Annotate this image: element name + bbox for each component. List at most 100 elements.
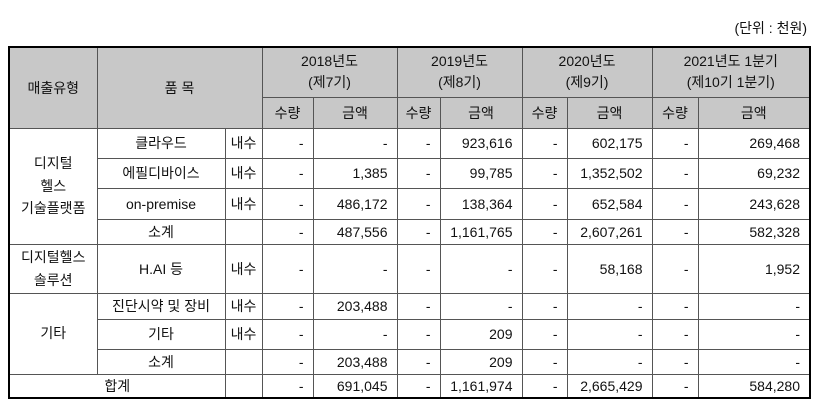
period-year: 2020년도 xyxy=(558,52,616,69)
table-row: on-premise 내수 - 486,172 - 138,364 - 652,… xyxy=(9,187,811,220)
cell-qty: - xyxy=(651,373,699,399)
cell-amount: - xyxy=(312,243,398,294)
cell-qty: - xyxy=(261,243,314,294)
cell-qty: - xyxy=(396,218,441,245)
cell-qty: - xyxy=(261,187,314,220)
cell-qty: - xyxy=(651,348,699,375)
cell-qty: - xyxy=(396,373,441,399)
period-term: (제7기) xyxy=(308,74,351,91)
header-period-2018: 2018년도 (제7기) xyxy=(261,46,398,98)
cell-amount: 582,328 xyxy=(697,218,811,245)
table-row-subtotal: 소계 - 487,556 - 1,161,765 - 2,607,261 - 5… xyxy=(9,218,811,245)
header-qty-2021: 수량 xyxy=(651,96,699,129)
cell-amount: 243,628 xyxy=(697,187,811,220)
cell-item: H.AI 등 xyxy=(96,243,226,294)
table-row: 에필디바이스 내수 - 1,385 - 99,785 - 1,352,502 -… xyxy=(9,157,811,189)
cell-qty: - xyxy=(261,318,314,350)
cell-amount: 1,385 xyxy=(312,157,398,189)
header-qty-2019: 수량 xyxy=(396,96,441,129)
cell-amount: 602,175 xyxy=(566,127,653,159)
cell-channel xyxy=(224,373,263,399)
cell-amount: 209 xyxy=(439,318,523,350)
cell-qty: - xyxy=(396,318,441,350)
cell-qty: - xyxy=(396,292,441,320)
cell-qty: - xyxy=(396,348,441,375)
cell-qty: - xyxy=(651,318,699,350)
cell-amount: 203,488 xyxy=(312,348,398,375)
cell-qty: - xyxy=(521,187,568,220)
header-amount-2019: 금액 xyxy=(439,96,523,129)
cell-amount: - xyxy=(439,292,523,320)
cell-qty: - xyxy=(651,187,699,220)
cell-item: 진단시약 및 장비 xyxy=(96,292,226,320)
cell-qty: - xyxy=(651,292,699,320)
sales-table: 매출유형 품 목 2018년도 (제7기) 2019년도 (제8기) 2020년… xyxy=(8,46,811,399)
cell-channel xyxy=(224,218,263,245)
cell-amount: 203,488 xyxy=(312,292,398,320)
cell-amount: 923,616 xyxy=(439,127,523,159)
cell-amount: 1,352,502 xyxy=(566,157,653,189)
cell-amount: 691,045 xyxy=(312,373,398,399)
cell-item: 소계 xyxy=(96,218,226,245)
cell-qty: - xyxy=(261,348,314,375)
cell-qty: - xyxy=(521,127,568,159)
table-row: 디지털 헬스 기술플랫폼 클라우드 내수 - - - 923,616 - 602… xyxy=(8,127,811,245)
cell-qty: - xyxy=(521,292,568,320)
cell-amount: 138,364 xyxy=(439,187,523,220)
cell-channel: 내수 xyxy=(224,157,263,189)
cell-qty: - xyxy=(651,157,699,189)
cell-qty: - xyxy=(521,318,568,350)
cell-amount: 1,952 xyxy=(697,243,811,294)
table-row-subtotal: 소계 - 203,488 - 209 - - - - xyxy=(9,348,811,375)
group-label-digital-health-solution: 디지털헬스 솔루션 xyxy=(8,243,98,294)
cell-qty: - xyxy=(396,243,441,294)
cell-qty: - xyxy=(521,218,568,245)
cell-item: 클라우드 xyxy=(96,127,226,159)
period-year: 2021년도 1분기 xyxy=(683,52,778,69)
period-year: 2019년도 xyxy=(431,52,488,69)
period-term: (제10기 1분기) xyxy=(686,74,775,91)
cell-channel: 내수 xyxy=(224,292,263,320)
table-row: 디지털헬스 솔루션 H.AI 등 내수 - - - - - 58,168 - 1… xyxy=(8,243,811,294)
total-label: 합계 xyxy=(8,373,226,399)
cell-amount: 584,280 xyxy=(697,373,811,399)
header-row-measures: 수량 금액 수량 금액 수량 금액 수량 금액 xyxy=(9,96,811,129)
group-label-etc: 기타 xyxy=(8,292,98,375)
header-qty-2018: 수량 xyxy=(261,96,314,129)
cell-qty: - xyxy=(261,157,314,189)
cell-channel xyxy=(224,348,263,375)
cell-qty: - xyxy=(396,157,441,189)
cell-amount: - xyxy=(697,292,811,320)
cell-qty: - xyxy=(521,348,568,375)
cell-qty: - xyxy=(521,373,568,399)
cell-amount: - xyxy=(566,292,653,320)
table-row-total: 합계 - 691,045 - 1,161,974 - 2,665,429 - 5… xyxy=(8,373,811,399)
group-label-digital-health-platform: 디지털 헬스 기술플랫폼 xyxy=(8,127,98,245)
cell-amount: 69,232 xyxy=(697,157,811,189)
period-term: (제8기) xyxy=(438,74,481,91)
header-period-2019: 2019년도 (제8기) xyxy=(396,46,523,98)
cell-amount: 2,665,429 xyxy=(566,373,653,399)
header-period-2021q1: 2021년도 1분기 (제10기 1분기) xyxy=(651,46,811,98)
cell-channel: 내수 xyxy=(224,243,263,294)
cell-amount: - xyxy=(566,318,653,350)
cell-amount: 1,161,765 xyxy=(439,218,523,245)
cell-qty: - xyxy=(261,373,314,399)
cell-channel: 내수 xyxy=(224,318,263,350)
cell-item: 소계 xyxy=(96,348,226,375)
cell-item: 기타 xyxy=(96,318,226,350)
cell-amount: - xyxy=(312,127,398,159)
cell-qty: - xyxy=(651,218,699,245)
cell-qty: - xyxy=(261,127,314,159)
table-row: 기타 진단시약 및 장비 내수 - 203,488 - - - - - - xyxy=(8,292,811,375)
cell-amount: 486,172 xyxy=(312,187,398,220)
period-year: 2018년도 xyxy=(301,52,358,69)
cell-qty: - xyxy=(261,218,314,245)
cell-amount: 99,785 xyxy=(439,157,523,189)
header-qty-2020: 수량 xyxy=(521,96,568,129)
cell-channel: 내수 xyxy=(224,187,263,220)
header-amount-2018: 금액 xyxy=(312,96,398,129)
unit-label: (단위 : 천원) xyxy=(734,20,807,36)
cell-amount: 2,607,261 xyxy=(566,218,653,245)
cell-item: on-premise xyxy=(96,187,226,220)
